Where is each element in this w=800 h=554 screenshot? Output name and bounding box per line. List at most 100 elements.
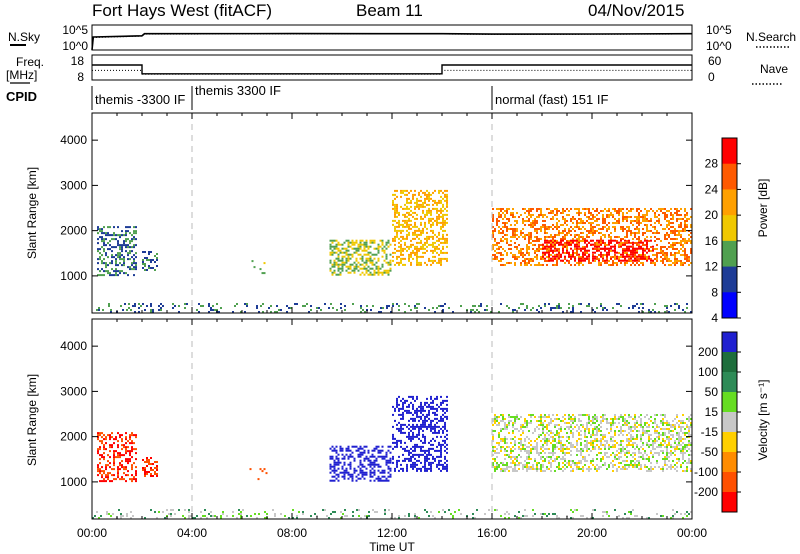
data-cell (347, 477, 350, 480)
data-cell (622, 440, 624, 442)
data-cell (600, 242, 602, 244)
data-cell (442, 463, 444, 466)
data-cell (386, 307, 388, 309)
data-cell (428, 309, 430, 311)
data-cell (377, 265, 380, 268)
data-cell (426, 235, 428, 238)
data-cell (444, 189, 446, 192)
data-cell (504, 464, 506, 466)
data-cell (612, 424, 614, 426)
data-cell (422, 421, 424, 424)
data-cell (353, 271, 356, 274)
data-cell (544, 303, 546, 305)
data-cell (676, 303, 678, 305)
data-cell (438, 443, 440, 446)
data-cell (404, 215, 406, 218)
data-cell (630, 257, 632, 260)
data-cell (624, 420, 626, 422)
data-cell (418, 229, 420, 232)
data-cell (135, 478, 137, 481)
data-cell (524, 236, 526, 238)
data-cell (444, 229, 446, 232)
data-cell (638, 208, 640, 210)
data-cell (97, 434, 99, 437)
data-cell (402, 415, 404, 418)
data-cell (668, 460, 670, 462)
data-cell (642, 214, 644, 216)
data-cell (622, 255, 624, 258)
data-cell (430, 423, 432, 426)
data-cell (520, 428, 522, 430)
data-cell (580, 450, 582, 452)
data-cell (600, 305, 602, 307)
data-cell (588, 414, 590, 416)
data-cell (544, 414, 546, 416)
data-cell (538, 216, 540, 218)
data-cell (119, 454, 121, 457)
data-cell (389, 461, 392, 464)
data-cell (438, 213, 440, 216)
data-cell (540, 448, 542, 450)
data-cell (574, 259, 576, 262)
data-cell (604, 236, 606, 238)
data-cell (333, 259, 336, 262)
data-cell (674, 242, 676, 244)
data-cell (566, 422, 568, 424)
data-cell (416, 443, 418, 446)
data-cell (341, 465, 344, 468)
data-cell (512, 456, 514, 458)
data-cell (359, 267, 362, 270)
noise-panel: N.Sky 10^5 10^0 10^5 10^0 N.Search (8, 23, 796, 53)
data-cell (622, 446, 624, 448)
data-cell (402, 423, 404, 426)
data-cell (584, 214, 586, 216)
data-cell (119, 252, 121, 255)
data-cell (626, 216, 628, 218)
data-cell (576, 440, 578, 442)
data-cell (628, 247, 630, 250)
data-cell (442, 309, 444, 311)
data-cell (438, 261, 440, 264)
data-cell (434, 397, 436, 400)
data-cell (688, 256, 690, 258)
data-cell (127, 274, 129, 277)
data-cell (512, 426, 514, 428)
data-cell (530, 452, 532, 454)
data-cell (510, 466, 512, 468)
data-cell (548, 241, 550, 244)
data-cell (402, 229, 404, 232)
data-cell (414, 425, 416, 428)
data-cell (654, 254, 656, 256)
data-cell (558, 466, 560, 468)
data-cell (586, 249, 588, 252)
data-cell (612, 222, 614, 224)
data-cell (536, 240, 538, 242)
data-cell (331, 479, 334, 482)
data-cell (343, 261, 346, 264)
data-cell (408, 409, 410, 412)
data-cell (552, 255, 554, 258)
data-cell (606, 259, 608, 262)
data-cell (636, 220, 638, 222)
data-cell (650, 466, 652, 468)
data-cell (119, 272, 121, 275)
data-cell (123, 244, 125, 247)
data-cell (343, 263, 346, 266)
data-cell (408, 247, 410, 250)
data-cell (684, 214, 686, 216)
data-cell (632, 249, 634, 252)
data-cell (506, 252, 508, 254)
data-cell (412, 419, 414, 422)
data-cell (616, 251, 618, 254)
data-cell (504, 234, 506, 236)
data-cell (644, 450, 646, 452)
data-cell (150, 305, 152, 307)
data-cell (442, 191, 444, 194)
data-cell (608, 456, 610, 458)
data-cell (408, 227, 410, 230)
data-cell (496, 468, 498, 470)
data-cell (548, 448, 550, 450)
data-cell (538, 228, 540, 230)
data-cell (604, 259, 606, 262)
data-cell (125, 448, 127, 451)
